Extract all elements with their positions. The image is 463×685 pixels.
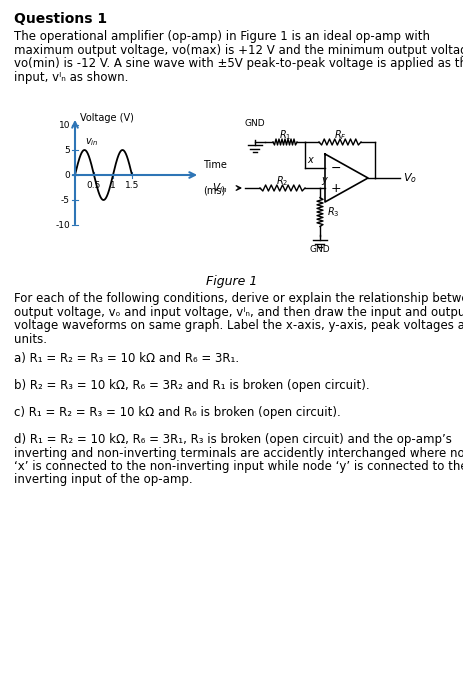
Text: output voltage, vₒ and input voltage, vᴵₙ, and then draw the input and output: output voltage, vₒ and input voltage, vᴵ… xyxy=(14,306,463,319)
Text: 0: 0 xyxy=(64,171,70,179)
Text: vo(min) is -12 V. A sine wave with ±5V peak-to-peak voltage is applied as the: vo(min) is -12 V. A sine wave with ±5V p… xyxy=(14,57,463,70)
Text: +: + xyxy=(330,182,341,195)
Text: $R_1$: $R_1$ xyxy=(278,128,291,142)
Text: b) R₂ = R₃ = 10 kΩ, R₆ = 3R₂ and R₁ is broken (open circuit).: b) R₂ = R₃ = 10 kΩ, R₆ = 3R₂ and R₁ is b… xyxy=(14,379,369,392)
Text: Voltage (V): Voltage (V) xyxy=(80,113,134,123)
Text: The operational amplifier (op-amp) in Figure 1 is an ideal op-amp with: The operational amplifier (op-amp) in Fi… xyxy=(14,30,429,43)
Text: Figure 1: Figure 1 xyxy=(206,275,257,288)
Text: a) R₁ = R₂ = R₃ = 10 kΩ and R₆ = 3R₁.: a) R₁ = R₂ = R₃ = 10 kΩ and R₆ = 3R₁. xyxy=(14,352,238,365)
Text: $v_{in}$: $v_{in}$ xyxy=(85,136,98,148)
Text: inverting input of the op-amp.: inverting input of the op-amp. xyxy=(14,473,192,486)
Text: input, vᴵₙ as shown.: input, vᴵₙ as shown. xyxy=(14,71,128,84)
Text: Time: Time xyxy=(203,160,226,170)
Text: maximum output voltage, vo(max) is +12 V and the minimum output voltage,: maximum output voltage, vo(max) is +12 V… xyxy=(14,44,463,56)
Text: x: x xyxy=(307,155,312,165)
Text: d) R₁ = R₂ = 10 kΩ, R₆ = 3R₁, R₃ is broken (open circuit) and the op-amp’s: d) R₁ = R₂ = 10 kΩ, R₆ = 3R₁, R₃ is brok… xyxy=(14,433,451,446)
Text: $V_{in}$: $V_{in}$ xyxy=(211,181,226,195)
Text: -5: -5 xyxy=(61,195,70,205)
Text: 10: 10 xyxy=(58,121,70,129)
Text: $R_F$: $R_F$ xyxy=(333,128,345,142)
Text: $R_2$: $R_2$ xyxy=(276,174,288,188)
Text: inverting and non-inverting terminals are accidently interchanged where node: inverting and non-inverting terminals ar… xyxy=(14,447,463,460)
Text: -10: -10 xyxy=(55,221,70,229)
Text: 1.5: 1.5 xyxy=(125,181,139,190)
Text: voltage waveforms on same graph. Label the x-axis, y-axis, peak voltages and: voltage waveforms on same graph. Label t… xyxy=(14,319,463,332)
Text: y: y xyxy=(320,175,326,185)
Text: 5: 5 xyxy=(64,145,70,155)
Text: −: − xyxy=(330,162,341,175)
Text: $R_3$: $R_3$ xyxy=(326,205,339,219)
Text: c) R₁ = R₂ = R₃ = 10 kΩ and R₆ is broken (open circuit).: c) R₁ = R₂ = R₃ = 10 kΩ and R₆ is broken… xyxy=(14,406,340,419)
Text: Questions 1: Questions 1 xyxy=(14,12,107,26)
Text: GND: GND xyxy=(244,119,265,128)
Text: units.: units. xyxy=(14,332,47,345)
Text: (ms): (ms) xyxy=(203,185,225,195)
Text: GND: GND xyxy=(309,245,330,254)
Text: ‘x’ is connected to the non-inverting input while node ‘y’ is connected to the: ‘x’ is connected to the non-inverting in… xyxy=(14,460,463,473)
Text: $V_o$: $V_o$ xyxy=(402,171,416,185)
Text: 1: 1 xyxy=(110,181,116,190)
Text: For each of the following conditions, derive or explain the relationship between: For each of the following conditions, de… xyxy=(14,292,463,305)
Text: 0.5: 0.5 xyxy=(87,181,101,190)
